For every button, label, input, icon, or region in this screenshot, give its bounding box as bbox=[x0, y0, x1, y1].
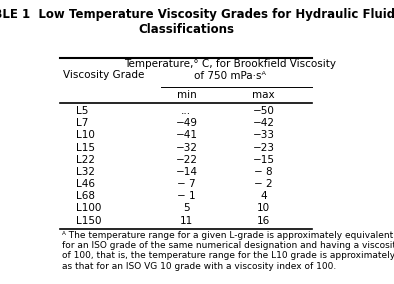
Text: −49: −49 bbox=[175, 118, 197, 128]
Text: −41: −41 bbox=[175, 130, 197, 140]
Text: − 1: − 1 bbox=[177, 191, 196, 201]
Text: − 8: − 8 bbox=[254, 167, 273, 177]
Text: max: max bbox=[252, 90, 275, 100]
Text: −50: −50 bbox=[253, 106, 275, 116]
Text: −33: −33 bbox=[253, 130, 275, 140]
Text: ᴬ The temperature range for a given L-grade is approximately equivalent to that
: ᴬ The temperature range for a given L-gr… bbox=[61, 231, 394, 271]
Text: Temperature,° C, for Brookfield Viscosity
of 750 mPa·sᴬ: Temperature,° C, for Brookfield Viscosit… bbox=[124, 59, 336, 81]
Text: 11: 11 bbox=[180, 216, 193, 225]
Text: L46: L46 bbox=[76, 179, 95, 189]
Text: L10: L10 bbox=[76, 130, 95, 140]
Text: −32: −32 bbox=[175, 143, 197, 153]
Text: Viscosity Grade: Viscosity Grade bbox=[63, 70, 144, 80]
Text: L15: L15 bbox=[76, 143, 95, 153]
Text: L7: L7 bbox=[76, 118, 88, 128]
Text: 10: 10 bbox=[257, 203, 270, 213]
Text: ...: ... bbox=[181, 106, 191, 116]
Text: L5: L5 bbox=[76, 106, 88, 116]
Text: −23: −23 bbox=[253, 143, 275, 153]
Text: 16: 16 bbox=[257, 216, 270, 225]
Text: min: min bbox=[177, 90, 196, 100]
Text: L22: L22 bbox=[76, 155, 95, 165]
Text: −42: −42 bbox=[253, 118, 275, 128]
Text: − 2: − 2 bbox=[254, 179, 273, 189]
Text: L100: L100 bbox=[76, 203, 101, 213]
Text: L68: L68 bbox=[76, 191, 95, 201]
Text: 5: 5 bbox=[183, 203, 190, 213]
Text: L150: L150 bbox=[76, 216, 101, 225]
Text: 4: 4 bbox=[260, 191, 267, 201]
Text: TABLE 1  Low Temperature Viscosity Grades for Hydraulic Fluid
Classifications: TABLE 1 Low Temperature Viscosity Grades… bbox=[0, 9, 394, 36]
Text: L32: L32 bbox=[76, 167, 95, 177]
Text: −15: −15 bbox=[253, 155, 275, 165]
Text: − 7: − 7 bbox=[177, 179, 196, 189]
Text: −14: −14 bbox=[175, 167, 197, 177]
Text: −22: −22 bbox=[175, 155, 197, 165]
